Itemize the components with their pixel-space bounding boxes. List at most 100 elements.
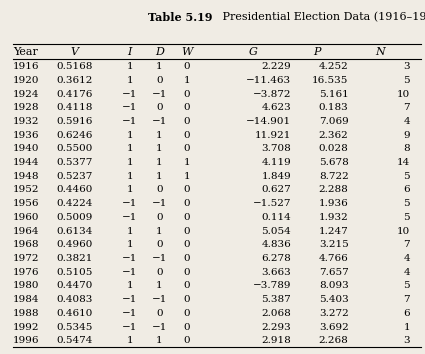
Text: 1984: 1984 bbox=[13, 295, 39, 304]
Text: 2.293: 2.293 bbox=[261, 322, 291, 332]
Text: 0: 0 bbox=[184, 90, 190, 98]
Text: 0.5916: 0.5916 bbox=[56, 117, 93, 126]
Text: 16.535: 16.535 bbox=[312, 76, 348, 85]
Text: I: I bbox=[128, 47, 132, 57]
Text: 7.069: 7.069 bbox=[319, 117, 348, 126]
Text: 14: 14 bbox=[397, 158, 410, 167]
Text: 1.849: 1.849 bbox=[261, 172, 291, 181]
Text: 1968: 1968 bbox=[13, 240, 39, 249]
Text: 0.3612: 0.3612 bbox=[56, 76, 93, 85]
Text: −11.463: −11.463 bbox=[246, 76, 291, 85]
Text: 1992: 1992 bbox=[13, 322, 39, 332]
Text: Year: Year bbox=[13, 47, 38, 57]
Text: 1: 1 bbox=[184, 158, 190, 167]
Text: 4.766: 4.766 bbox=[319, 254, 348, 263]
Text: 4.252: 4.252 bbox=[319, 62, 348, 71]
Text: 0.5168: 0.5168 bbox=[56, 62, 93, 71]
Text: 7: 7 bbox=[403, 103, 410, 112]
Text: 0.6134: 0.6134 bbox=[56, 227, 93, 236]
Text: 0: 0 bbox=[156, 213, 163, 222]
Text: −1: −1 bbox=[122, 295, 137, 304]
Text: 1: 1 bbox=[156, 62, 163, 71]
Text: 0: 0 bbox=[184, 103, 190, 112]
Text: 3.663: 3.663 bbox=[261, 268, 291, 277]
Text: 0: 0 bbox=[184, 336, 190, 345]
Text: 1960: 1960 bbox=[13, 213, 39, 222]
Text: 5.054: 5.054 bbox=[261, 227, 291, 236]
Text: −14.901: −14.901 bbox=[246, 117, 291, 126]
Text: V: V bbox=[71, 47, 78, 57]
Text: 0: 0 bbox=[184, 281, 190, 290]
Text: 1948: 1948 bbox=[13, 172, 39, 181]
Text: 3: 3 bbox=[403, 336, 410, 345]
Text: 1: 1 bbox=[126, 185, 133, 194]
Text: −1: −1 bbox=[152, 117, 167, 126]
Text: 8.722: 8.722 bbox=[319, 172, 348, 181]
Text: 1: 1 bbox=[156, 172, 163, 181]
Text: 2.362: 2.362 bbox=[319, 131, 348, 140]
Text: 8: 8 bbox=[403, 144, 410, 153]
Text: −1: −1 bbox=[152, 199, 167, 208]
Text: 1944: 1944 bbox=[13, 158, 39, 167]
Text: 0.4960: 0.4960 bbox=[56, 240, 93, 249]
Text: 1952: 1952 bbox=[13, 185, 39, 194]
Text: 0.4118: 0.4118 bbox=[56, 103, 93, 112]
Text: 0: 0 bbox=[156, 103, 163, 112]
Text: 0: 0 bbox=[184, 295, 190, 304]
Text: 1924: 1924 bbox=[13, 90, 39, 98]
Text: 1: 1 bbox=[156, 158, 163, 167]
Text: 0.028: 0.028 bbox=[319, 144, 348, 153]
Text: 8.093: 8.093 bbox=[319, 281, 348, 290]
Text: −1: −1 bbox=[122, 90, 137, 98]
Text: −1: −1 bbox=[152, 295, 167, 304]
Text: 1.247: 1.247 bbox=[319, 227, 348, 236]
Text: 0.6246: 0.6246 bbox=[56, 131, 93, 140]
Text: 0.5377: 0.5377 bbox=[56, 158, 93, 167]
Text: 1: 1 bbox=[126, 158, 133, 167]
Text: 1988: 1988 bbox=[13, 309, 39, 318]
Text: 0: 0 bbox=[184, 144, 190, 153]
Text: 1: 1 bbox=[126, 336, 133, 345]
Text: 5: 5 bbox=[403, 199, 410, 208]
Text: −1: −1 bbox=[122, 309, 137, 318]
Text: −1: −1 bbox=[122, 322, 137, 332]
Text: 4.836: 4.836 bbox=[261, 240, 291, 249]
Text: 1.936: 1.936 bbox=[319, 199, 348, 208]
Text: −1.527: −1.527 bbox=[252, 199, 291, 208]
Text: 0.4083: 0.4083 bbox=[56, 295, 93, 304]
Text: 6: 6 bbox=[403, 309, 410, 318]
Text: 0: 0 bbox=[184, 213, 190, 222]
Text: 1: 1 bbox=[126, 227, 133, 236]
Text: −3.789: −3.789 bbox=[252, 281, 291, 290]
Text: 4: 4 bbox=[403, 268, 410, 277]
Text: 1: 1 bbox=[403, 322, 410, 332]
Text: 3.708: 3.708 bbox=[261, 144, 291, 153]
Text: 1: 1 bbox=[126, 144, 133, 153]
Text: 5.161: 5.161 bbox=[319, 90, 348, 98]
Text: 0.3821: 0.3821 bbox=[56, 254, 93, 263]
Text: 3: 3 bbox=[403, 62, 410, 71]
Text: 1976: 1976 bbox=[13, 268, 39, 277]
Text: −1: −1 bbox=[122, 268, 137, 277]
Text: 1: 1 bbox=[126, 281, 133, 290]
Text: 0: 0 bbox=[184, 117, 190, 126]
Text: 0.4176: 0.4176 bbox=[56, 90, 93, 98]
Text: 1.932: 1.932 bbox=[319, 213, 348, 222]
Text: 7.657: 7.657 bbox=[319, 268, 348, 277]
Text: 0: 0 bbox=[184, 240, 190, 249]
Text: 0.5237: 0.5237 bbox=[56, 172, 93, 181]
Text: −1: −1 bbox=[152, 322, 167, 332]
Text: 0.5500: 0.5500 bbox=[56, 144, 93, 153]
Text: 1932: 1932 bbox=[13, 117, 39, 126]
Text: 2.229: 2.229 bbox=[261, 62, 291, 71]
Text: 4.623: 4.623 bbox=[261, 103, 291, 112]
Text: 11.921: 11.921 bbox=[255, 131, 291, 140]
Text: 1: 1 bbox=[126, 131, 133, 140]
Text: 0.4470: 0.4470 bbox=[56, 281, 93, 290]
Text: 1996: 1996 bbox=[13, 336, 39, 345]
Text: 0: 0 bbox=[156, 240, 163, 249]
Text: 1: 1 bbox=[184, 76, 190, 85]
Text: 1: 1 bbox=[156, 336, 163, 345]
Text: G: G bbox=[249, 47, 257, 57]
Text: −1: −1 bbox=[122, 103, 137, 112]
